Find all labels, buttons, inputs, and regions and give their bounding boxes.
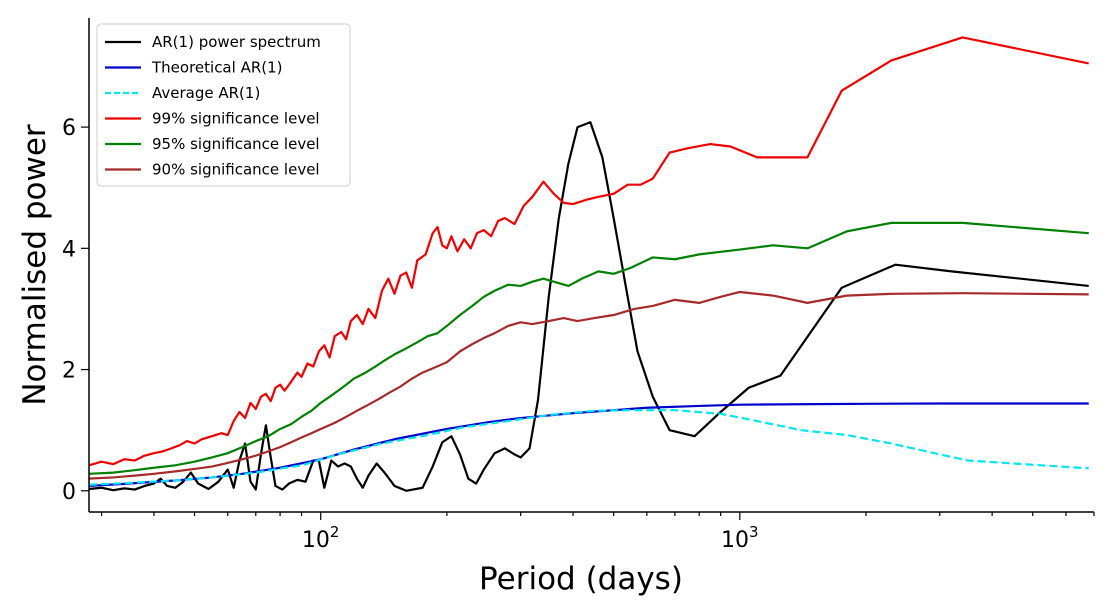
x-axis-label: Period (days): [479, 561, 683, 597]
legend-label-4: 99% significance level: [152, 110, 320, 128]
series-line-6: [88, 290, 1089, 480]
y-tick-label: 0: [62, 480, 76, 505]
legend-label-5: 95% significance level: [152, 135, 320, 153]
series-line-4: [88, 36, 1089, 467]
x-tick-label-base: 10: [721, 528, 749, 553]
legend-label-6: 90% significance level: [152, 161, 320, 179]
y-ticks: 0 2 4 6: [62, 116, 89, 505]
series-line-3: [88, 409, 1089, 486]
legend: AR(1) power spectrum Theoretical AR(1) Ave…: [96, 23, 351, 187]
y-tick-label: 6: [62, 116, 76, 141]
legend-label-1: AR(1) power spectrum: [152, 33, 321, 51]
x-tick-label-base: 10: [302, 528, 330, 553]
x-tick-label-exponent: 2: [330, 523, 340, 541]
legend-label-2: Theoretical AR(1): [151, 59, 283, 77]
y-axis-label: Normalised power: [17, 124, 53, 406]
series-line-5: [88, 221, 1089, 475]
x-tick-label-exponent: 3: [749, 523, 759, 541]
legend-label-3: Average AR(1): [152, 84, 260, 102]
x-tick-label: 103: [721, 523, 759, 553]
series-line-1: [88, 121, 1089, 492]
y-tick-label: 2: [62, 359, 76, 384]
plot-area: [88, 36, 1089, 492]
x-tick-label: 102: [302, 523, 340, 553]
x-ticks: 102 103: [100, 512, 1095, 553]
legend-frame: [96, 23, 351, 187]
y-tick-label: 4: [62, 237, 76, 262]
